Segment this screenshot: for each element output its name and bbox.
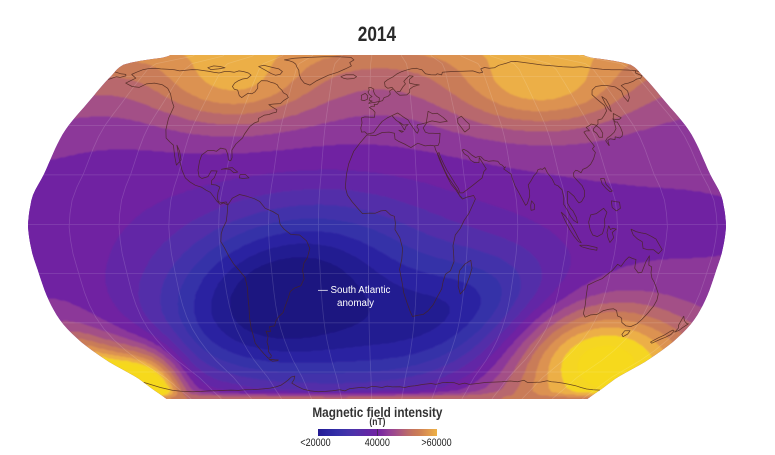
svg-text:anomaly: anomaly <box>337 298 374 309</box>
svg-text:— South Atlantic: — South Atlantic <box>318 285 391 296</box>
